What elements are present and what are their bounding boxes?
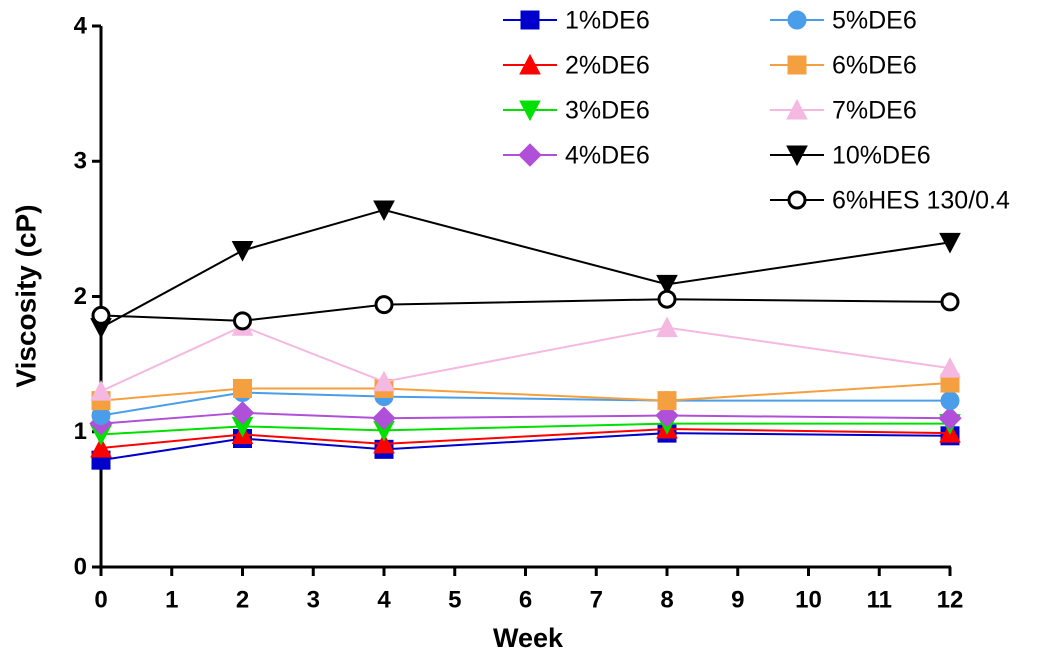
legend-label: 6%HES 130/0.4	[832, 187, 1010, 215]
y-tick-label: 1	[74, 418, 87, 445]
series-line	[100, 391, 950, 417]
marker	[90, 436, 112, 458]
marker	[938, 406, 962, 430]
y-axis-label: Viscosity (cP)	[10, 204, 41, 387]
legend-marker	[786, 98, 808, 120]
y-tick-label: 4	[74, 12, 88, 39]
marker	[939, 357, 961, 378]
legend-marker	[786, 145, 808, 167]
marker	[233, 311, 252, 331]
series-line	[100, 325, 951, 393]
x-tick-label: 1	[165, 586, 178, 613]
marker	[91, 305, 111, 325]
legend-label: 10%DE6	[832, 142, 931, 170]
series-line	[100, 298, 951, 322]
legend-label: 5%DE6	[832, 7, 917, 35]
legend-label: 4%DE6	[565, 142, 650, 170]
marker	[233, 378, 252, 398]
legend-label: 1%DE6	[565, 7, 650, 35]
marker	[939, 232, 961, 254]
x-tick-label: 9	[731, 586, 744, 613]
x-tick-label: 5	[448, 586, 461, 613]
marker	[374, 295, 394, 315]
marker	[940, 391, 960, 411]
x-tick-label: 12	[937, 586, 964, 613]
marker	[372, 406, 396, 430]
y-tick-label: 2	[74, 283, 87, 310]
legend-marker	[787, 190, 807, 210]
y-tick-label: 0	[74, 553, 87, 580]
legend-marker	[787, 10, 807, 30]
marker	[373, 200, 395, 222]
marker	[657, 289, 677, 309]
series-line	[100, 428, 951, 449]
x-tick-label: 11	[867, 586, 892, 613]
series-line	[100, 208, 951, 329]
legend-label: 2%DE6	[565, 52, 650, 80]
x-tick-label: 8	[660, 586, 673, 613]
marker	[656, 274, 678, 296]
marker	[230, 401, 255, 425]
legend-marker	[519, 100, 541, 122]
legend-marker	[519, 53, 541, 75]
marker	[373, 432, 395, 454]
series-line	[100, 411, 951, 425]
marker	[940, 292, 960, 312]
legend-marker	[518, 143, 542, 167]
series-line	[100, 422, 950, 436]
x-tick-label: 0	[94, 586, 107, 613]
marker	[90, 380, 112, 401]
legend-label: 6%DE6	[832, 52, 917, 80]
marker	[657, 391, 677, 411]
x-tick-label: 2	[236, 586, 249, 613]
legend-label: 7%DE6	[832, 97, 917, 125]
x-tick-label: 7	[590, 586, 603, 613]
marker	[231, 241, 254, 262]
legend-marker	[787, 55, 807, 75]
y-tick-label: 3	[74, 148, 87, 175]
x-tick-label: 10	[795, 586, 822, 613]
marker	[656, 316, 678, 338]
x-tick-label: 6	[519, 586, 532, 613]
legend-marker	[520, 10, 540, 30]
x-axis-label: Week	[493, 623, 564, 653]
x-tick-label: 3	[307, 586, 320, 613]
x-tick-label: 4	[377, 586, 391, 613]
legend-label: 3%DE6	[565, 97, 650, 125]
marker	[373, 370, 395, 392]
